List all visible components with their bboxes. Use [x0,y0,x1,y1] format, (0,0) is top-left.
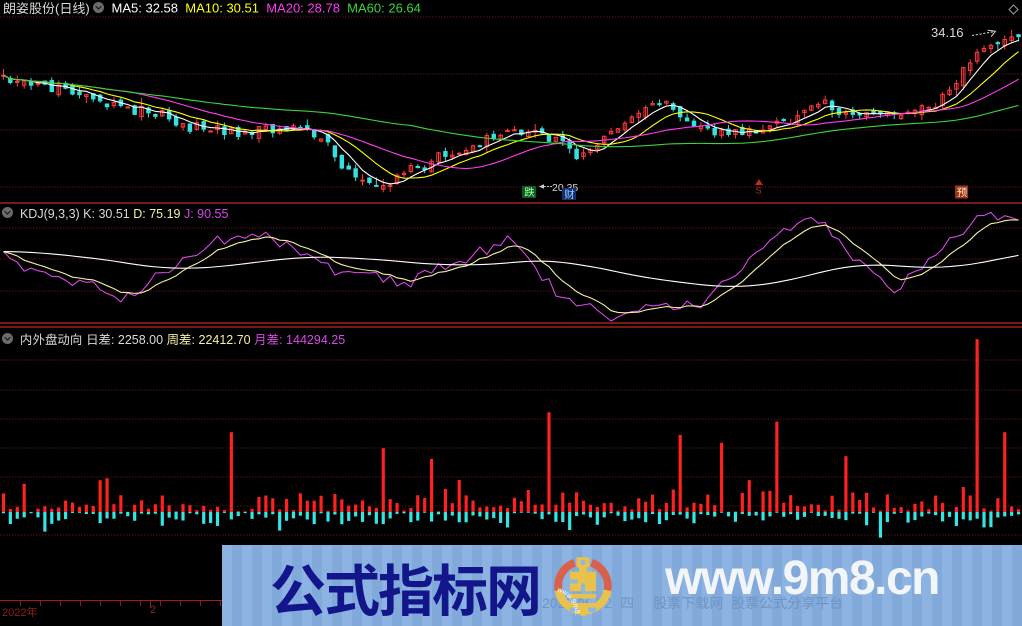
svg-text:预: 预 [957,185,968,200]
svg-text:跌: 跌 [524,185,535,200]
svg-text:S: S [756,186,762,196]
svg-text:34.16: 34.16 [931,25,964,40]
svg-text:财: 财 [564,187,575,202]
